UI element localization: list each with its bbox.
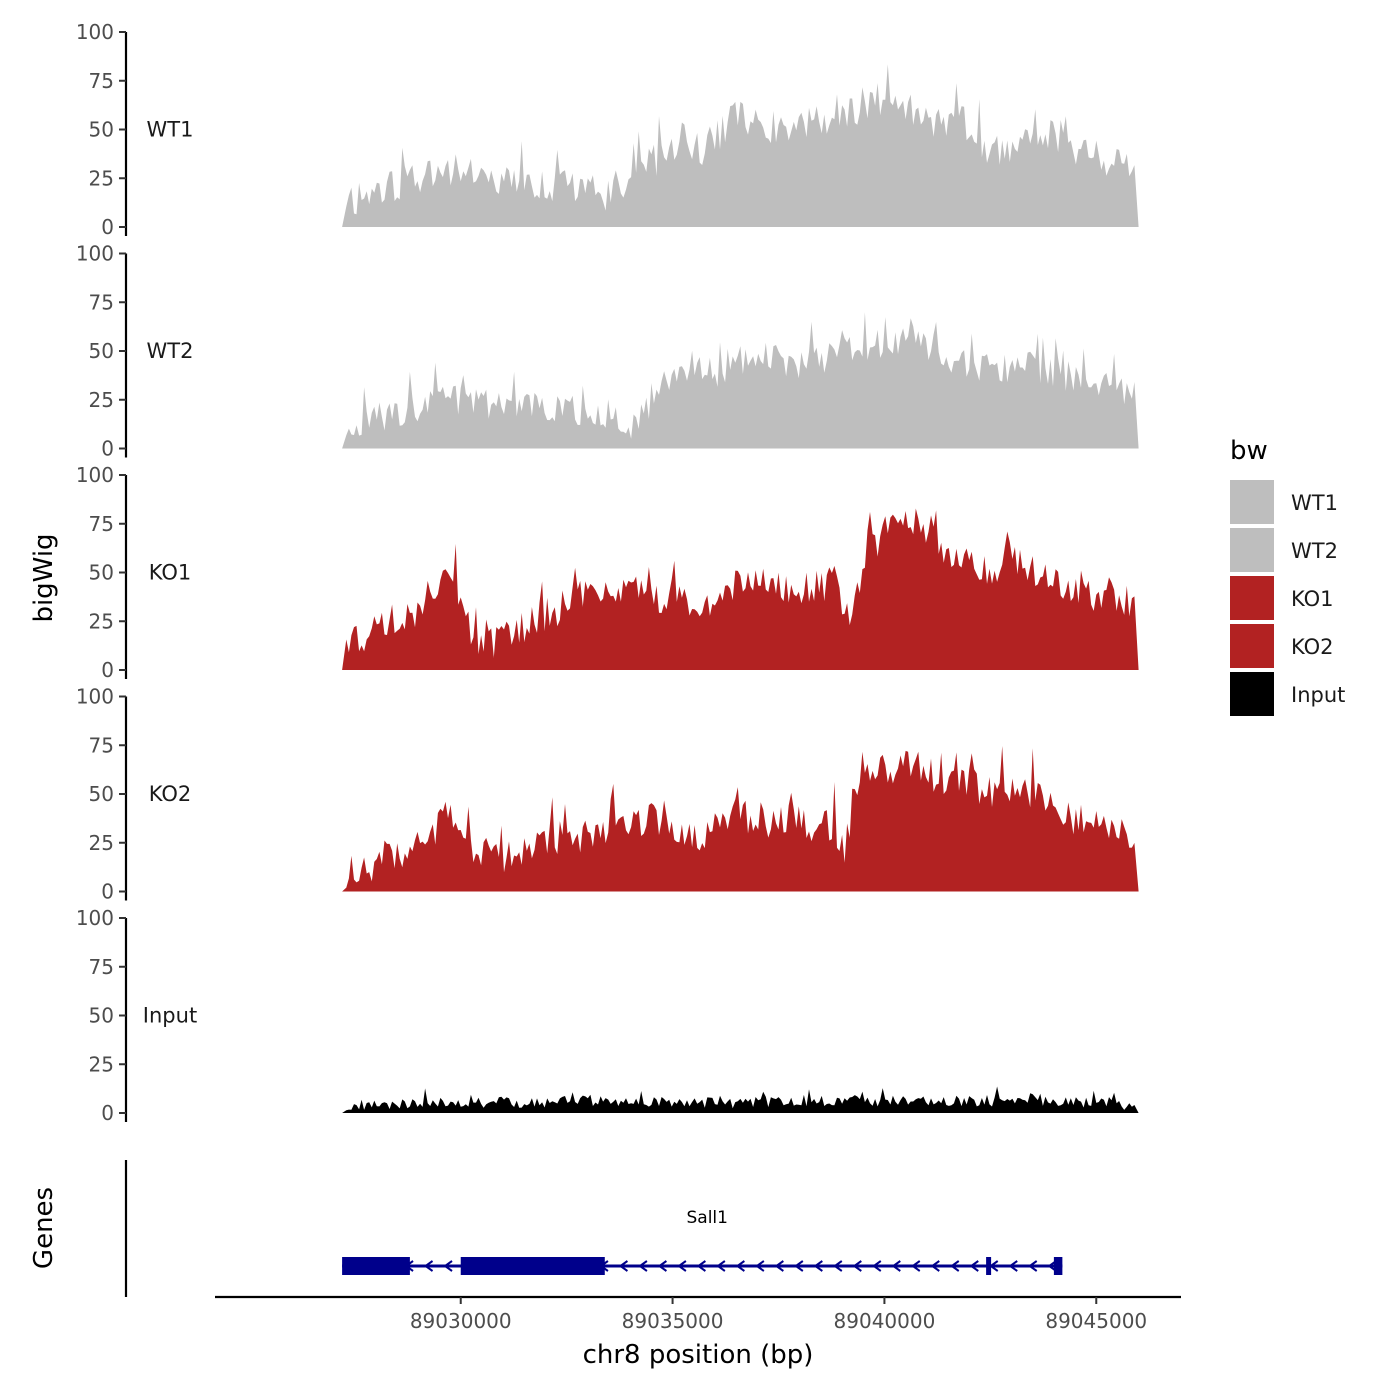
legend-key-wt2: [1230, 528, 1274, 572]
legend-label: KO2: [1291, 635, 1334, 659]
y-tick-label: 50: [89, 118, 114, 142]
strand-arrow: [677, 1260, 687, 1272]
strand-arrow: [911, 1260, 921, 1272]
legend-key-input: [1230, 672, 1274, 716]
legend-label: KO1: [1291, 587, 1334, 611]
x-tick-label: 89045000: [1045, 1309, 1147, 1333]
tracks-layer: 0255075100WT10255075100WT20255075100KO10…: [76, 20, 1139, 1125]
y-tick-label: 100: [76, 685, 114, 709]
y-tick-label: 50: [89, 561, 114, 585]
gene-exon: [460, 1257, 605, 1275]
track-ko2: 0 25 50 75 100 KO2: [76, 685, 1139, 904]
legend-key-wt1: [1230, 480, 1274, 524]
gene-exon: [986, 1257, 992, 1275]
x-axis-title: chr8 position (bp): [583, 1340, 814, 1370]
strand-arrow: [833, 1260, 843, 1272]
strand-arrow: [735, 1260, 745, 1272]
strand-arrow: [618, 1260, 629, 1272]
track-wt2: 0 25 50 75 100 WT2: [76, 242, 1139, 461]
x-tick-label: 89030000: [410, 1309, 512, 1333]
y-tick-label: 75: [89, 69, 114, 93]
track-label: WT1: [147, 118, 194, 142]
coverage-area-wt2: [342, 312, 1139, 449]
track-label: WT2: [147, 339, 194, 363]
y-tick-label: 50: [89, 339, 114, 363]
y-tick-label: 25: [89, 609, 114, 633]
gene-exon: [1053, 1257, 1063, 1275]
legend-label: WT1: [1291, 491, 1338, 515]
coverage-area-ko2: [342, 746, 1139, 892]
y-axis-title: bigWig: [29, 533, 59, 622]
x-axis: 89030000 89035000 89040000 89045000: [215, 1295, 1181, 1333]
y-tick-label: 50: [89, 782, 114, 806]
y-tick-label: 0: [101, 1101, 114, 1125]
genes-layer: Sall1: [124, 1160, 1063, 1297]
strand-arrow: [638, 1260, 648, 1272]
y-tick-label: 100: [76, 906, 114, 930]
strand-arrow: [872, 1260, 882, 1272]
track-label: KO1: [149, 561, 192, 585]
legend-label: Input: [1291, 683, 1345, 707]
x-tick-label: 89035000: [622, 1309, 724, 1333]
y-tick-label: 100: [76, 20, 114, 44]
strand-arrow: [813, 1260, 823, 1272]
strand-arrow: [891, 1260, 901, 1272]
y-tick-label: 0: [101, 658, 114, 682]
strand-arrow: [1047, 1260, 1057, 1272]
coverage-area-wt1: [342, 64, 1139, 227]
y-tick-label: 0: [101, 215, 114, 239]
strand-arrow: [950, 1260, 960, 1272]
strand-arrow: [930, 1260, 940, 1272]
strand-arrow: [1008, 1260, 1018, 1272]
strand-arrow: [852, 1260, 862, 1272]
strand-arrow: [794, 1260, 804, 1272]
y-tick-label: 75: [89, 290, 114, 314]
y-tick-label: 25: [89, 166, 114, 190]
y-tick-label: 25: [89, 831, 114, 855]
legend-title: bw: [1230, 436, 1268, 466]
gene-label: Sall1: [686, 1208, 727, 1228]
strand-arrow: [716, 1260, 726, 1272]
legend: bw WT1 WT2 KO1 KO2 Input: [1230, 436, 1345, 716]
track-label: KO2: [149, 782, 192, 806]
y-tick-label: 0: [101, 880, 114, 904]
track-label: Input: [143, 1004, 197, 1028]
y-tick-label: 25: [89, 388, 114, 412]
strand-arrow: [1027, 1260, 1038, 1272]
legend-key-ko1: [1230, 576, 1274, 620]
strand-arrow: [774, 1260, 784, 1272]
y-tick-label: 100: [76, 242, 114, 266]
coverage-area-input: [342, 1086, 1139, 1113]
legend-label: WT2: [1291, 539, 1338, 563]
track-ko1: 0 25 50 75 100 KO1: [76, 463, 1139, 682]
coverage-area-ko1: [342, 508, 1139, 670]
y-tick-label: 0: [101, 437, 114, 461]
strand-arrow: [657, 1260, 667, 1272]
strand-arrow: [969, 1260, 979, 1272]
y-tick-label: 75: [89, 955, 114, 979]
strand-arrow: [423, 1260, 434, 1272]
y-tick-label: 75: [89, 512, 114, 536]
y-tick-label: 25: [89, 1052, 114, 1076]
y-tick-label: 50: [89, 1004, 114, 1028]
genes-axis-title: Genes: [29, 1187, 59, 1269]
track-wt1: 0 25 50 75 100 WT1: [76, 20, 1139, 239]
strand-arrow: [755, 1260, 765, 1272]
y-tick-label: 75: [89, 733, 114, 757]
strand-arrow: [696, 1260, 706, 1272]
x-tick-label: 89040000: [834, 1309, 936, 1333]
legend-key-ko2: [1230, 624, 1274, 668]
strand-arrow: [443, 1260, 453, 1272]
track-input: 0 25 50 75 100 Input: [76, 906, 1139, 1125]
gene-exon: [342, 1257, 410, 1275]
y-tick-label: 100: [76, 463, 114, 487]
